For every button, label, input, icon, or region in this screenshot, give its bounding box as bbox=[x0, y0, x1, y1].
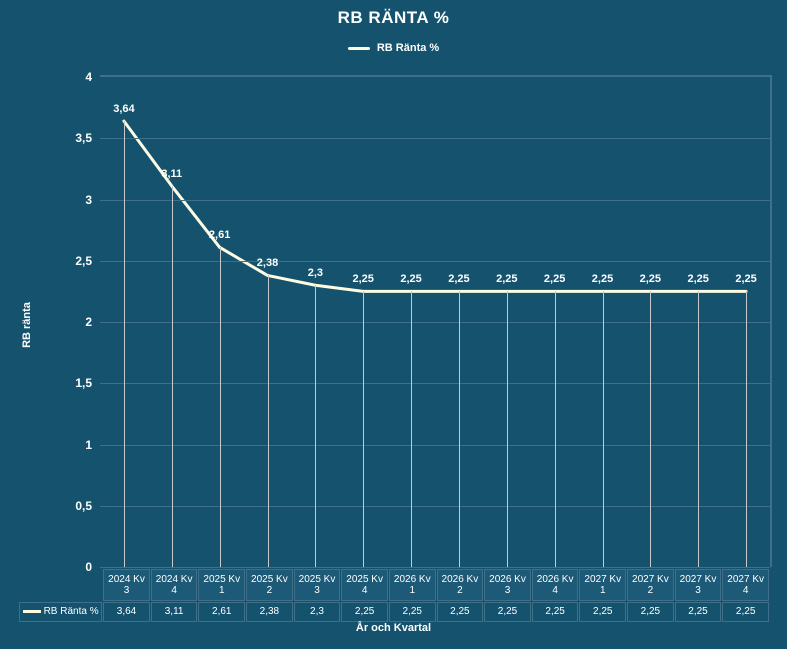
data-label: 2,25 bbox=[592, 273, 613, 285]
drop-line bbox=[411, 291, 412, 567]
x-category-header: 2024 Kv4 bbox=[151, 569, 198, 601]
drop-line bbox=[650, 291, 651, 567]
y-tick-label: 2 bbox=[85, 315, 100, 329]
table-cell: 2,38 bbox=[246, 602, 293, 622]
table-cell: 3,11 bbox=[151, 602, 198, 622]
y-gridline bbox=[100, 261, 770, 262]
data-label: 2,3 bbox=[308, 267, 323, 279]
x-category-header: 2026 Kv4 bbox=[532, 569, 579, 601]
table-cell: 2,25 bbox=[627, 602, 674, 622]
data-label: 2,25 bbox=[400, 273, 421, 285]
table-cell: 2,25 bbox=[389, 602, 436, 622]
plot-area: 00,511,522,533,543,643,112,612,382,32,25… bbox=[100, 75, 772, 567]
data-label: 2,25 bbox=[735, 273, 756, 285]
table-cell: 2,25 bbox=[341, 602, 388, 622]
drop-line bbox=[746, 291, 747, 567]
y-gridline bbox=[100, 383, 770, 384]
x-category-header: 2025 Kv2 bbox=[246, 569, 293, 601]
x-category-header: 2027 Kv4 bbox=[722, 569, 769, 601]
x-category-header: 2026 Kv1 bbox=[389, 569, 436, 601]
table-cell: 3,64 bbox=[103, 602, 150, 622]
table-cell: 2,25 bbox=[579, 602, 626, 622]
table-cell: 2,25 bbox=[484, 602, 531, 622]
data-label: 3,11 bbox=[161, 168, 182, 180]
x-category-header: 2025 Kv3 bbox=[294, 569, 341, 601]
data-label: 2,61 bbox=[209, 229, 230, 241]
table-cell: 2,3 bbox=[294, 602, 341, 622]
x-category-header: 2025 Kv4 bbox=[341, 569, 388, 601]
legend-swatch bbox=[348, 47, 370, 50]
chart-title: RB RÄNTA % bbox=[0, 8, 787, 28]
table-cell: 2,25 bbox=[722, 602, 769, 622]
x-category-header: 2027 Kv2 bbox=[627, 569, 674, 601]
series-row-header: RB Ränta % bbox=[19, 602, 102, 622]
y-tick-label: 2,5 bbox=[75, 254, 100, 268]
x-axis-title: År och Kvartal bbox=[0, 622, 787, 634]
chart-container: RB RÄNTA % RB Ränta % RB ränta 00,511,52… bbox=[0, 0, 787, 649]
drop-line bbox=[507, 291, 508, 567]
y-gridline bbox=[100, 506, 770, 507]
data-label: 2,38 bbox=[257, 257, 278, 269]
table-corner bbox=[19, 569, 102, 601]
y-tick-label: 3,5 bbox=[75, 131, 100, 145]
y-axis-title: RB ränta bbox=[21, 302, 33, 348]
y-tick-label: 1 bbox=[85, 438, 100, 452]
drop-line bbox=[459, 291, 460, 567]
data-label: 2,25 bbox=[496, 273, 517, 285]
drop-line bbox=[268, 275, 269, 567]
table-cell: 2,61 bbox=[198, 602, 245, 622]
data-label: 3,64 bbox=[113, 103, 134, 115]
drop-line bbox=[603, 291, 604, 567]
y-tick-label: 1,5 bbox=[75, 376, 100, 390]
x-category-header: 2026 Kv2 bbox=[437, 569, 484, 601]
drop-line bbox=[315, 285, 316, 567]
drop-line bbox=[220, 247, 221, 567]
data-label: 2,25 bbox=[448, 273, 469, 285]
drop-line bbox=[698, 291, 699, 567]
legend-label: RB Ränta % bbox=[377, 42, 439, 54]
data-label: 2,25 bbox=[687, 273, 708, 285]
x-category-header: 2027 Kv1 bbox=[579, 569, 626, 601]
x-category-header: 2027 Kv3 bbox=[675, 569, 722, 601]
x-category-header: 2025 Kv1 bbox=[198, 569, 245, 601]
y-gridline bbox=[100, 200, 770, 201]
y-tick-label: 4 bbox=[85, 70, 100, 84]
table-cell: 2,25 bbox=[532, 602, 579, 622]
table-cell: 2,25 bbox=[437, 602, 484, 622]
data-label: 2,25 bbox=[544, 273, 565, 285]
data-label: 2,25 bbox=[640, 273, 661, 285]
table-cell: 2,25 bbox=[675, 602, 722, 622]
x-category-header: 2026 Kv3 bbox=[484, 569, 531, 601]
chart-legend: RB Ränta % bbox=[0, 42, 787, 54]
y-gridline bbox=[100, 322, 770, 323]
data-table: 2024 Kv32024 Kv42025 Kv12025 Kv22025 Kv3… bbox=[18, 568, 770, 623]
drop-line bbox=[555, 291, 556, 567]
drop-line bbox=[124, 121, 125, 567]
y-tick-label: 0,5 bbox=[75, 499, 100, 513]
x-category-header: 2024 Kv3 bbox=[103, 569, 150, 601]
y-gridline bbox=[100, 445, 770, 446]
drop-line bbox=[172, 186, 173, 567]
drop-line bbox=[363, 291, 364, 567]
y-tick-label: 3 bbox=[85, 193, 100, 207]
data-label: 2,25 bbox=[352, 273, 373, 285]
y-gridline bbox=[100, 138, 770, 139]
